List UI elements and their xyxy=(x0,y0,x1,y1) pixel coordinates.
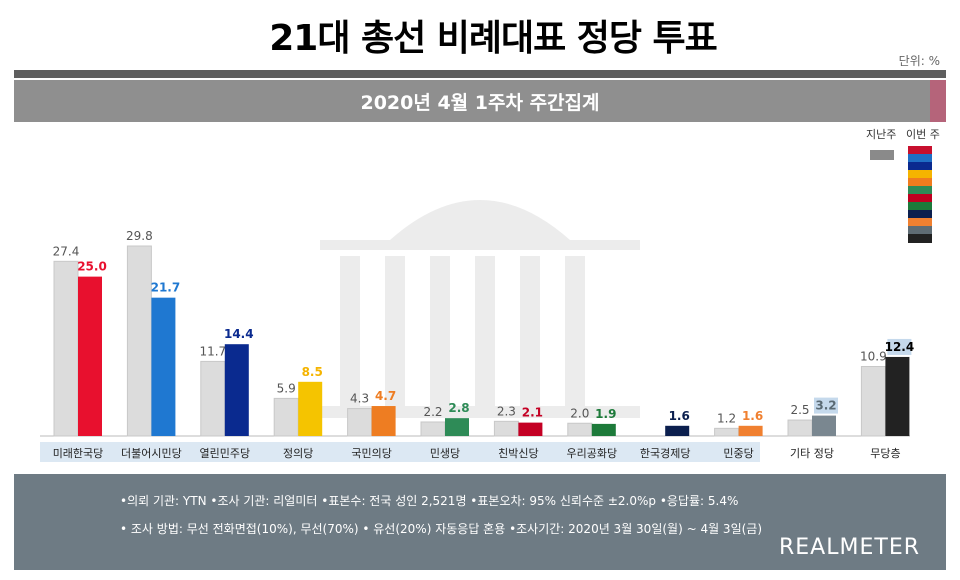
survey-info-line-1: •의뢰 기관: YTN •조사 기관: 리얼미터 •표본수: 전국 성인 2,5… xyxy=(120,494,739,508)
data-label-last-week: 5.9 xyxy=(277,381,296,395)
bar-this-week xyxy=(738,425,763,436)
legend-this-week-swatch xyxy=(908,234,932,243)
chart-title: 21대 총선 비례대표 정당 투표 xyxy=(232,4,754,66)
data-label-this-week: 1.9 xyxy=(595,407,616,421)
bar-this-week xyxy=(151,297,176,436)
data-label-this-week: 4.7 xyxy=(375,389,396,403)
category-label: 미래한국당 xyxy=(53,447,104,460)
bar-this-week xyxy=(812,415,836,436)
data-label-this-week: 8.5 xyxy=(302,365,323,379)
bar-this-week xyxy=(665,425,690,436)
data-label-this-week: 14.4 xyxy=(224,327,254,341)
category-label: 친박신당 xyxy=(498,447,538,460)
data-label-highlight xyxy=(887,338,912,355)
unit-label: 단위: % xyxy=(898,54,940,68)
bar-this-week xyxy=(885,356,910,436)
data-label-this-week: 3.2 xyxy=(815,399,836,413)
bar-last-week xyxy=(714,427,740,437)
data-label-highlight xyxy=(814,397,838,414)
bar-this-week xyxy=(78,276,102,436)
category-label: 열린민주당 xyxy=(199,447,250,460)
legend-this-week-label: 이번 주 xyxy=(906,128,940,141)
data-label-last-week: 27.4 xyxy=(53,244,80,258)
legend-this-week-swatch xyxy=(908,194,932,203)
data-label-last-week: 2.3 xyxy=(497,404,516,418)
data-label-last-week: 2.2 xyxy=(423,405,442,419)
chart-subtitle: 2020년 4월 1주차 주간집계 xyxy=(14,80,946,122)
bar-last-week xyxy=(860,366,886,437)
legend-this-week-swatch xyxy=(908,202,932,211)
category-label: 우리공화당 xyxy=(566,447,617,460)
bar-last-week xyxy=(567,422,593,437)
category-label: 정의당 xyxy=(283,447,313,460)
survey-info-line-2: • 조사 방법: 무선 전화면접(10%), 무선(70%) • 유선(20%)… xyxy=(120,522,763,536)
category-label: 한국경제당 xyxy=(640,447,691,460)
legend-this-week-swatch xyxy=(908,186,932,195)
data-label-this-week: 21.7 xyxy=(151,281,181,295)
bar-this-week xyxy=(518,422,543,436)
bar-last-week xyxy=(200,360,226,437)
bar-last-week xyxy=(273,397,299,437)
legend-this-week-swatch xyxy=(908,170,932,179)
data-label-last-week: 4.3 xyxy=(350,392,369,406)
data-label-this-week: 2.8 xyxy=(448,401,469,415)
bar-this-week xyxy=(591,423,616,436)
bar-this-week xyxy=(445,418,469,436)
data-label-last-week: 11.7 xyxy=(199,344,226,358)
legend-this-week-swatch xyxy=(908,226,932,235)
data-label-last-week: 29.8 xyxy=(126,229,153,243)
building-watermark-icon xyxy=(320,200,640,418)
category-label: 기타 정당 xyxy=(790,447,834,460)
bar-last-week xyxy=(126,245,152,437)
category-label: 민중당 xyxy=(723,447,753,460)
category-label: 무당층 xyxy=(870,447,900,460)
banner-accent xyxy=(930,80,946,122)
data-label-last-week: 1.2 xyxy=(717,411,736,425)
category-label: 민생당 xyxy=(430,447,460,460)
data-label-this-week: 25.0 xyxy=(77,260,107,274)
bar-this-week xyxy=(298,381,323,436)
data-label-last-week: 2.0 xyxy=(570,406,589,420)
realmeter-logo: REALMETER xyxy=(779,535,920,560)
top-rule xyxy=(14,70,946,78)
legend-last-week-swatch xyxy=(870,150,894,160)
bar-last-week xyxy=(420,421,446,437)
data-label-this-week: 12.4 xyxy=(885,340,915,354)
category-label: 국민의당 xyxy=(351,447,391,460)
data-label-last-week: 2.5 xyxy=(790,403,809,417)
legend-this-week-swatch xyxy=(908,218,932,227)
bar-this-week xyxy=(224,344,249,436)
data-label-last-week: 10.9 xyxy=(860,350,887,364)
legend: 지난주 이번 주 xyxy=(866,126,944,243)
data-label-this-week: 1.6 xyxy=(669,409,690,423)
category-label-band xyxy=(40,442,760,462)
legend-this-week-swatch xyxy=(908,154,932,163)
bar-last-week xyxy=(787,419,813,437)
bar-last-week xyxy=(493,420,519,437)
bar-last-week xyxy=(347,408,373,437)
legend-last-week-label: 지난주 xyxy=(866,128,897,141)
data-label-this-week: 1.6 xyxy=(742,409,763,423)
bar-this-week xyxy=(371,406,396,436)
bar-last-week xyxy=(53,260,79,437)
data-label-this-week: 2.1 xyxy=(522,406,543,420)
bar-chart: 27.4 25.0 미래한국당 29.8 21.7 더불어시민당 11.7 14.4 열린민주당… xyxy=(40,229,915,462)
legend-this-week-swatch xyxy=(908,178,932,187)
legend-this-week-swatch xyxy=(908,146,932,155)
survey-info-footer: •의뢰 기관: YTN •조사 기관: 리얼미터 •표본수: 전국 성인 2,5… xyxy=(14,474,946,570)
legend-this-week-swatch xyxy=(908,210,932,219)
legend-this-week-swatch xyxy=(908,162,932,171)
category-label: 더불어시민당 xyxy=(121,447,182,460)
